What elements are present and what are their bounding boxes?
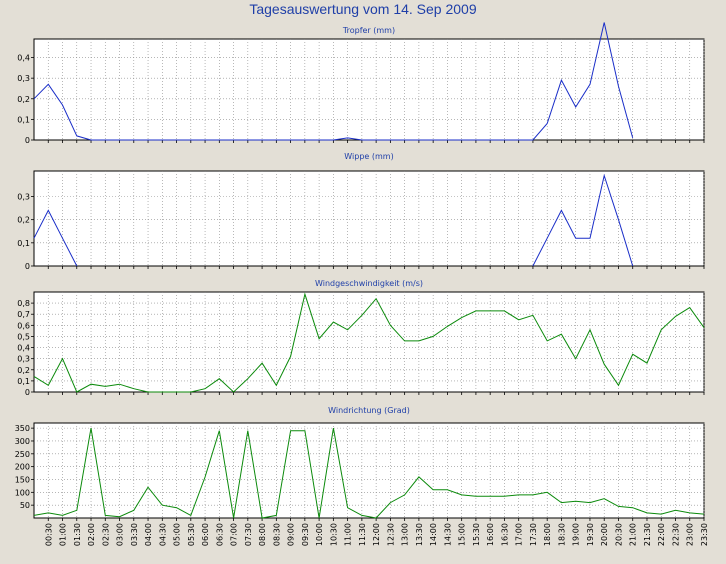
x-tick-label: 06:30	[215, 523, 224, 546]
x-tick-label: 02:00	[87, 523, 96, 546]
x-tick-label: 16:30	[500, 523, 509, 546]
x-tick-label: 13:30	[415, 523, 424, 546]
x-tick-label: 15:00	[458, 523, 467, 546]
plot-area	[33, 422, 705, 519]
x-tick-label: 03:30	[130, 523, 139, 546]
x-tick-label: 10:30	[329, 523, 338, 546]
x-tick-label: 15:30	[472, 523, 481, 546]
x-tick-label: 09:30	[301, 523, 310, 546]
plot-area	[33, 38, 705, 141]
x-tick-label: 03:00	[116, 523, 125, 546]
x-tick-label: 18:30	[557, 523, 566, 546]
y-tick-label: 0	[25, 262, 30, 271]
y-tick-label: 0,6	[17, 321, 30, 330]
y-tick-label: 0,3	[17, 74, 30, 83]
x-tick-label: 01:00	[59, 523, 68, 546]
x-tick-label: 14:00	[429, 523, 438, 546]
x-tick-label: 07:00	[230, 523, 239, 546]
y-tick-label: 0,3	[17, 355, 30, 364]
x-tick-label: 12:00	[372, 523, 381, 546]
chart-title: Tropfer (mm)	[342, 26, 395, 35]
x-tick-label: 08:00	[258, 523, 267, 546]
y-tick-label: 0,5	[17, 332, 30, 341]
chart-panel-2: Wippe (mm) 0 0,1 0,2 0,3	[17, 152, 705, 271]
x-tick-label: 01:30	[73, 523, 82, 546]
y-tick-label: 0,2	[17, 216, 30, 225]
chart-title: Windgeschwindigkeit (m/s)	[315, 279, 423, 288]
y-tick-label: 0,2	[17, 95, 30, 104]
y-tick-label: 300	[15, 437, 30, 446]
x-tick-label: 14:30	[443, 523, 452, 546]
x-tick-label: 18:00	[543, 523, 552, 546]
plot-area	[33, 170, 705, 267]
x-tick-label: 02:30	[101, 523, 110, 546]
x-tick-label: 05:00	[173, 523, 182, 546]
x-tick-label: 04:00	[144, 523, 153, 546]
x-tick-label: 22:00	[657, 523, 666, 546]
x-tick-label: 12:30	[386, 523, 395, 546]
chart-panel-1: Tropfer (mm) 0 0,1 0,2 0,3 0,4	[17, 22, 705, 145]
x-tick-label: 08:30	[272, 523, 281, 546]
series-line	[33, 292, 705, 393]
y-tick-label: 0,4	[17, 344, 30, 353]
x-tick-label: 04:30	[158, 523, 167, 546]
y-tick-label: 0,2	[17, 366, 30, 375]
x-tick-label: 17:30	[529, 523, 538, 546]
x-tick-label: 19:30	[586, 523, 595, 546]
x-tick-label: 17:00	[515, 523, 524, 546]
x-tick-label: 11:30	[358, 523, 367, 546]
chart-panel-4: Windrichtung (Grad) 50 100 150 200 250 300 350	[15, 406, 705, 521]
series-line	[33, 22, 634, 141]
x-tick-label: 19:00	[572, 523, 581, 546]
y-tick-label: 0,8	[17, 299, 30, 308]
x-tick-label: 09:00	[287, 523, 296, 546]
y-tick-label: 350	[15, 424, 30, 433]
x-tick-label: 11:00	[344, 523, 353, 546]
x-tick-label: 22:30	[671, 523, 680, 546]
y-tick-label: 0,4	[17, 54, 30, 63]
y-tick-label: 0	[25, 136, 30, 145]
x-tick-label: 13:00	[401, 523, 410, 546]
x-tick-label: 23:00	[686, 523, 695, 546]
x-tick-label: 20:30	[614, 523, 623, 546]
x-tick-label: 20:00	[600, 523, 609, 546]
y-tick-label: 50	[20, 501, 30, 510]
y-tick-label: 0,1	[17, 377, 30, 386]
x-tick-label: 21:00	[629, 523, 638, 546]
x-tick-label: 00:30	[44, 523, 53, 546]
y-tick-label: 100	[15, 488, 30, 497]
x-tick-label: 16:00	[486, 523, 495, 546]
x-tick-label: 07:30	[244, 523, 253, 546]
x-tick-label: 06:00	[201, 523, 210, 546]
x-tick-label: 21:30	[643, 523, 652, 546]
y-tick-label: 200	[15, 463, 30, 472]
y-tick-label: 0,1	[17, 115, 30, 124]
y-tick-label: 0,7	[17, 310, 30, 319]
plot-area	[33, 291, 705, 393]
window-title: Tagesauswertung vom 14. Sep 2009	[249, 1, 477, 17]
chart-panel-3: Windgeschwindigkeit (m/s) 0 0,1 0,2 0,3 0,4 0,…	[17, 279, 705, 397]
y-tick-label: 150	[15, 475, 30, 484]
y-tick-label: 0,1	[17, 239, 30, 248]
x-tick-label: 10:00	[315, 523, 324, 546]
y-tick-label: 250	[15, 450, 30, 459]
series-line	[33, 428, 705, 519]
chart-title: Wippe (mm)	[344, 152, 393, 161]
series-line	[33, 173, 634, 267]
x-tick-label: 23:30	[700, 523, 709, 546]
y-tick-label: 0	[25, 388, 30, 397]
x-tick-label: 05:30	[187, 523, 196, 546]
y-tick-label: 0,3	[17, 192, 30, 201]
chart-title: Windrichtung (Grad)	[328, 406, 410, 415]
